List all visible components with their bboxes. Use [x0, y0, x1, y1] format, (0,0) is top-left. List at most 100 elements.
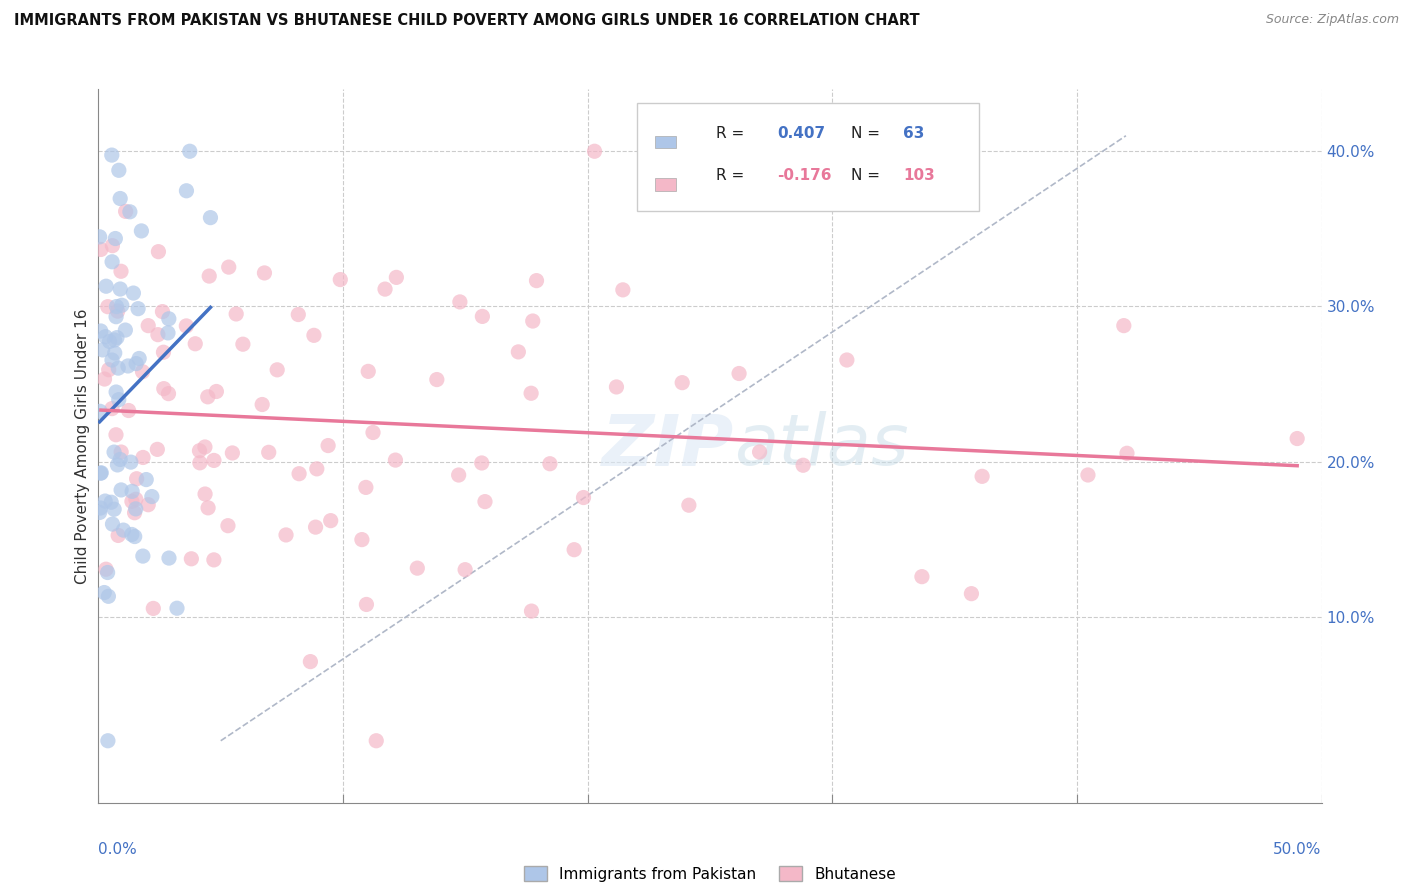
Point	[792, 458, 814, 473]
Point	[384, 453, 406, 467]
Point	[678, 498, 700, 512]
Point	[354, 480, 377, 494]
Point	[217, 518, 239, 533]
Point	[218, 260, 240, 274]
Point	[197, 500, 219, 515]
Point	[454, 563, 477, 577]
Point	[105, 331, 128, 345]
Point	[110, 445, 132, 459]
Point	[157, 311, 180, 326]
Point	[121, 494, 143, 508]
Point	[153, 382, 176, 396]
Point	[671, 376, 693, 390]
Point	[94, 279, 117, 293]
Point	[114, 204, 136, 219]
Point	[111, 298, 134, 312]
Point	[179, 145, 201, 159]
Point	[131, 224, 153, 238]
Point	[101, 353, 124, 368]
Point	[132, 450, 155, 465]
Point	[562, 542, 585, 557]
Point	[120, 455, 142, 469]
Point	[1077, 467, 1099, 482]
Point	[103, 333, 125, 347]
Point	[107, 361, 129, 376]
Point	[366, 733, 388, 747]
Point	[180, 551, 202, 566]
Point	[104, 427, 127, 442]
Text: ZIP: ZIP	[602, 411, 734, 481]
Point	[90, 467, 112, 481]
Point	[748, 445, 770, 459]
Point	[93, 372, 115, 386]
Point	[520, 386, 543, 401]
Point	[124, 506, 146, 520]
Point	[121, 527, 143, 541]
Point	[583, 145, 606, 159]
Point	[299, 655, 322, 669]
Point	[221, 446, 243, 460]
Point	[538, 457, 561, 471]
Text: Source: ZipAtlas.com: Source: ZipAtlas.com	[1265, 13, 1399, 27]
Point	[125, 501, 148, 516]
Point	[176, 184, 198, 198]
Point	[97, 362, 120, 376]
Point	[90, 243, 112, 257]
Point	[157, 551, 180, 566]
Point	[205, 384, 228, 399]
Bar	[655, 136, 676, 148]
Legend: Immigrants from Pakistan, Bhutanese: Immigrants from Pakistan, Bhutanese	[517, 860, 903, 888]
Point	[911, 569, 934, 583]
Point	[202, 553, 225, 567]
Point	[89, 230, 111, 244]
Point	[357, 364, 380, 378]
Point	[471, 310, 494, 324]
Point	[107, 304, 129, 318]
Text: 103: 103	[903, 168, 935, 183]
Point	[103, 445, 125, 459]
Point	[93, 585, 115, 599]
Text: N =: N =	[851, 168, 884, 183]
Point	[131, 365, 153, 379]
Point	[520, 604, 543, 618]
Point	[108, 452, 131, 467]
Point	[449, 294, 471, 309]
Point	[135, 473, 157, 487]
Point	[108, 192, 131, 206]
Point	[197, 390, 219, 404]
Point	[90, 324, 112, 338]
Point	[118, 204, 141, 219]
Point	[960, 587, 983, 601]
Point	[266, 363, 288, 377]
Point	[194, 440, 217, 454]
Point	[101, 517, 124, 532]
Point	[141, 490, 163, 504]
Point	[101, 148, 124, 162]
Point	[274, 528, 297, 542]
Point	[157, 386, 180, 401]
Point	[117, 359, 139, 373]
Point	[105, 310, 128, 324]
Text: 0.407: 0.407	[778, 126, 825, 141]
Point	[107, 528, 129, 542]
Point	[522, 314, 544, 328]
Point	[146, 442, 169, 457]
Point	[97, 733, 120, 747]
Point	[232, 337, 254, 351]
Point	[572, 491, 595, 505]
Point	[471, 456, 494, 470]
Point	[94, 562, 117, 576]
Point	[198, 269, 221, 284]
Point	[114, 323, 136, 337]
Point	[287, 308, 309, 322]
Point	[188, 443, 211, 458]
Y-axis label: Child Poverty Among Girls Under 16: Child Poverty Among Girls Under 16	[75, 309, 90, 583]
Text: 63: 63	[903, 126, 925, 141]
Point	[304, 520, 326, 534]
Point	[90, 466, 112, 480]
Point	[136, 318, 159, 333]
Point	[89, 404, 111, 418]
Point	[108, 163, 131, 178]
Point	[104, 231, 127, 245]
Point	[146, 327, 169, 342]
